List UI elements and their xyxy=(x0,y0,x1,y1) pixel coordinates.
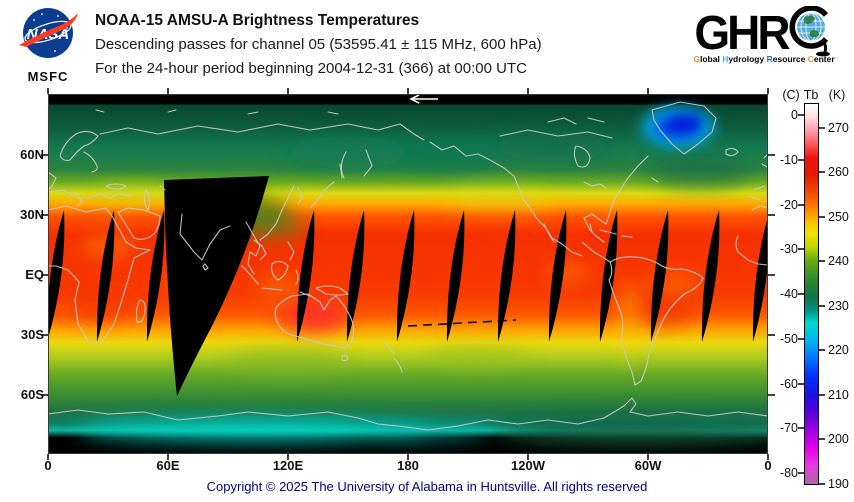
colorbar-c-label: -70 xyxy=(758,421,798,435)
colorbar-k-label: 270 xyxy=(828,121,854,135)
colorbar-k-label: 240 xyxy=(828,254,854,268)
subtitle-period: For the 24-hour period beginning 2004-12… xyxy=(95,57,542,81)
lat-label-eq: EQ xyxy=(2,267,44,283)
lon-label-120e: 120E xyxy=(264,459,312,473)
lat-label-60s: 60S xyxy=(2,387,44,403)
colorbar-c-label: -10 xyxy=(758,153,798,167)
colorbar-k-label: 260 xyxy=(828,165,854,179)
nasa-meatball-icon: NASA xyxy=(14,6,82,66)
colorbar-c-label: -20 xyxy=(758,198,798,212)
colorbar-c-label: -80 xyxy=(758,466,798,480)
colorbar-unit-k: (K) xyxy=(822,88,852,102)
lat-label-30n: 30N xyxy=(2,207,44,223)
ghrc-letters: GHR xyxy=(694,5,787,60)
lat-label-60n: 60N xyxy=(2,147,44,163)
colorbar-c-label: -60 xyxy=(758,377,798,391)
colorbar-quantity: Tb xyxy=(800,88,822,102)
lon-label-0e: 0 xyxy=(24,459,72,473)
colorbar-k-label: 220 xyxy=(828,343,854,357)
subtitle-channel: Descending passes for channel 05 (53595.… xyxy=(95,33,542,57)
footer-copyright: Copyright © 2025 The University of Alaba… xyxy=(0,479,854,494)
ghrc-logo: GHR Global Hydrology Resource Center xyxy=(678,4,850,64)
lat-label-30s: 30S xyxy=(2,327,44,343)
tagline-enter: enter xyxy=(814,54,835,64)
title-block: NOAA-15 AMSU-A Brightness Temperatures D… xyxy=(95,9,542,81)
lon-label-120w: 120W xyxy=(504,459,552,473)
colorbar-c-label: -40 xyxy=(758,287,798,301)
lon-label-60w: 60W xyxy=(624,459,672,473)
greenland-cold-anomaly xyxy=(633,101,723,153)
msfc-label: MSFC xyxy=(12,69,84,84)
colorbar-k-label: 200 xyxy=(828,432,854,446)
lon-label-180: 180 xyxy=(384,459,432,473)
colorbar-k-label: 250 xyxy=(828,210,854,224)
map-canvas xyxy=(48,94,768,454)
colorbar-c-label: -50 xyxy=(758,332,798,346)
nasa-logo: NASA MSFC xyxy=(12,6,84,84)
colorbar-k-label: 230 xyxy=(828,299,854,313)
page-title: NOAA-15 AMSU-A Brightness Temperatures xyxy=(95,9,542,33)
colorbar-c-label: -30 xyxy=(758,242,798,256)
figure: NASA MSFC NOAA-15 AMSU-A Brightness Temp… xyxy=(0,0,854,502)
colorbar-k-label: 210 xyxy=(828,388,854,402)
colorbar-gradient xyxy=(804,103,819,485)
colorbar-c-label: 0 xyxy=(758,108,798,122)
ghrc-globe-icon xyxy=(788,6,834,58)
lon-label-60e: 60E xyxy=(144,459,192,473)
